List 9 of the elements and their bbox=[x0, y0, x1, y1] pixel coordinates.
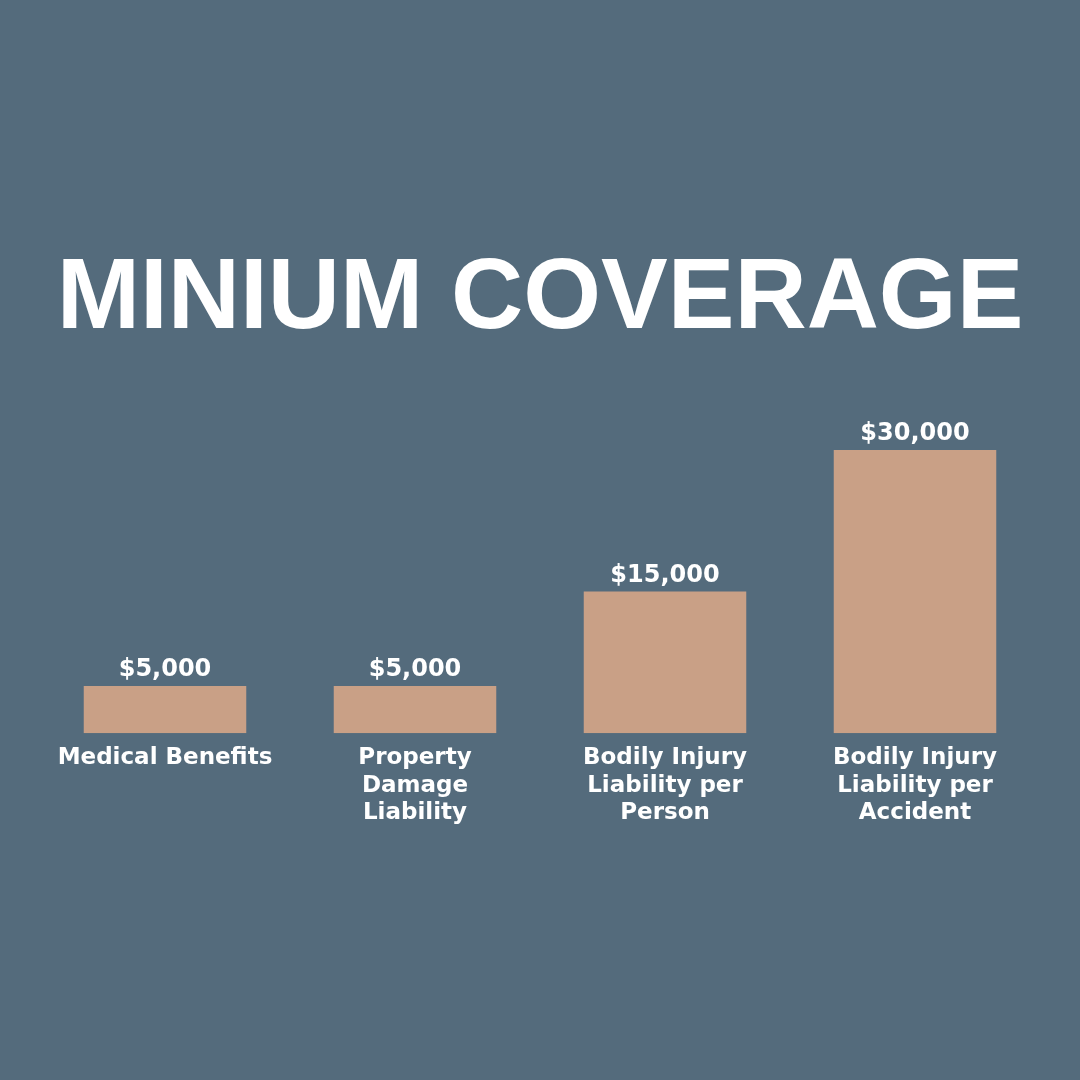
x-tick-label: Bodily Injury Liability per Accident bbox=[832, 742, 998, 825]
x-tick-label: Property Damage Liability bbox=[358, 742, 472, 825]
data-label: $5,000 bbox=[368, 654, 462, 683]
data-label: $5,000 bbox=[118, 654, 212, 683]
x-tick-label: Medical Benefits bbox=[57, 742, 273, 769]
chart-title: MINIUM COVERAGE bbox=[56, 236, 1024, 349]
data-label: $15,000 bbox=[610, 559, 720, 588]
x-tick-label: Bodily Injury Liability per Person bbox=[582, 742, 748, 825]
data-label: $30,000 bbox=[860, 418, 970, 447]
